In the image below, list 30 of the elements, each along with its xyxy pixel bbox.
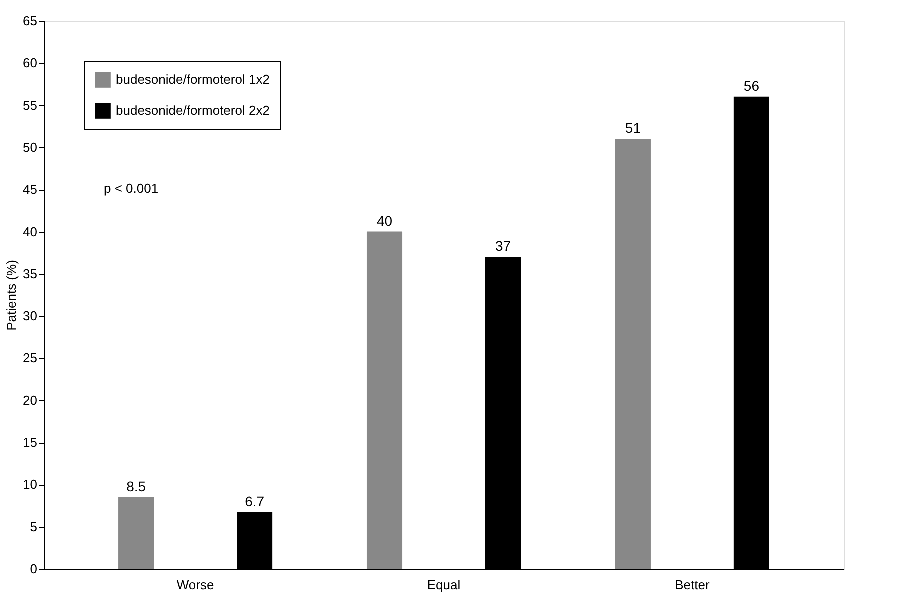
- y-tick-label: 50: [23, 140, 38, 155]
- y-tick-label: 15: [23, 435, 38, 450]
- data-label: 37: [495, 238, 512, 254]
- bar: [366, 232, 403, 569]
- y-tick-label: 10: [23, 477, 38, 492]
- y-tick-label: 5: [30, 519, 38, 534]
- y-tick-label: 60: [23, 56, 38, 71]
- bar: [615, 139, 651, 569]
- x-tick-label: Equal: [427, 578, 461, 592]
- legend-label: budesonide/formoterol 2x2: [116, 103, 270, 118]
- y-tick-label: 30: [23, 308, 38, 324]
- y-tick-label: 45: [23, 182, 38, 198]
- y-tick-label: 35: [23, 266, 38, 282]
- data-label: 8.5: [126, 478, 146, 494]
- y-tick-label: 20: [23, 392, 38, 408]
- data-label: 56: [744, 78, 760, 94]
- y-tick-label: 65: [23, 14, 38, 28]
- y-tick-label: 25: [23, 350, 38, 366]
- x-tick-label: Worse: [176, 578, 214, 592]
- y-tick-label: 0: [30, 562, 38, 576]
- data-label: 6.7: [245, 494, 265, 510]
- data-label: 51: [625, 120, 642, 136]
- annotation: p < 0.001: [104, 181, 159, 196]
- y-axis-title: Patients (%): [4, 260, 20, 331]
- y-tick-label: 55: [23, 98, 38, 113]
- x-tick-label: Better: [675, 578, 710, 592]
- bar: [118, 497, 154, 569]
- legend-label: budesonide/formoterol 1x2: [116, 72, 270, 87]
- y-tick-label: 40: [23, 224, 38, 240]
- data-label: 40: [376, 212, 393, 229]
